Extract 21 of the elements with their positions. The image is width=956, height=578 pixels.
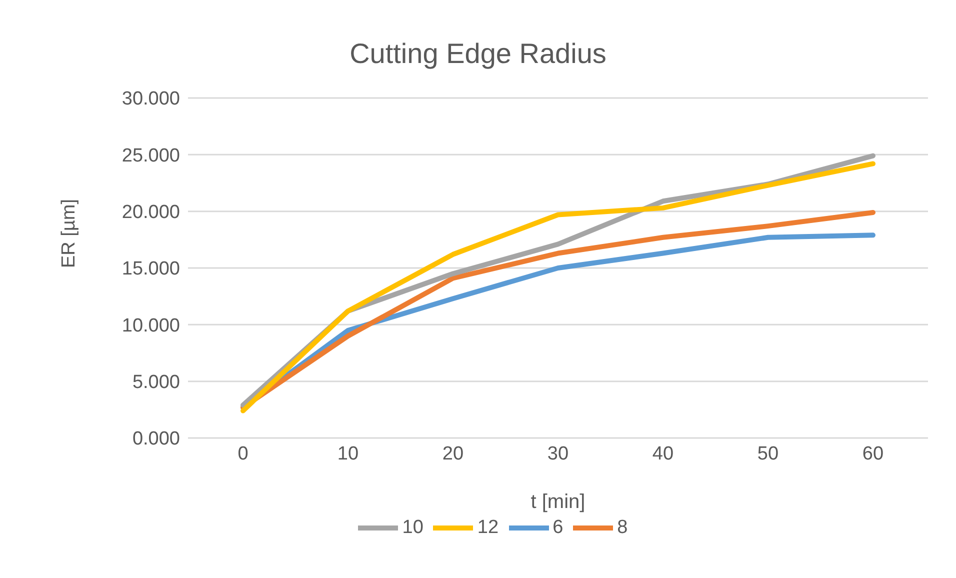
x-tick-label: 30 xyxy=(547,443,569,464)
y-axis-title: ER [µm] xyxy=(58,198,80,268)
x-tick-label: 60 xyxy=(862,443,884,464)
legend-label: 6 xyxy=(552,517,564,538)
x-tick-label: 40 xyxy=(652,443,674,464)
y-tick-label: 10.000 xyxy=(122,315,180,336)
x-axis-title: t [min] xyxy=(530,491,586,513)
x-tick-label: 20 xyxy=(442,443,464,464)
x-tick-label: 10 xyxy=(337,443,359,464)
legend-label: 10 xyxy=(402,517,424,538)
legend-label: 12 xyxy=(477,517,499,538)
legend-label: 8 xyxy=(617,517,628,538)
y-tick-label: 5.000 xyxy=(132,372,180,394)
y-tick-label: 30.000 xyxy=(122,88,180,110)
x-tick-label: 0 xyxy=(238,443,248,464)
chart-title: Cutting Edge Radius xyxy=(348,38,608,70)
x-tick-label: 50 xyxy=(757,443,779,464)
y-tick-label: 15.000 xyxy=(122,258,180,280)
y-tick-label: 25.000 xyxy=(122,145,180,166)
y-tick-label: 0.000 xyxy=(132,428,180,450)
y-tick-label: 20.000 xyxy=(122,202,180,224)
